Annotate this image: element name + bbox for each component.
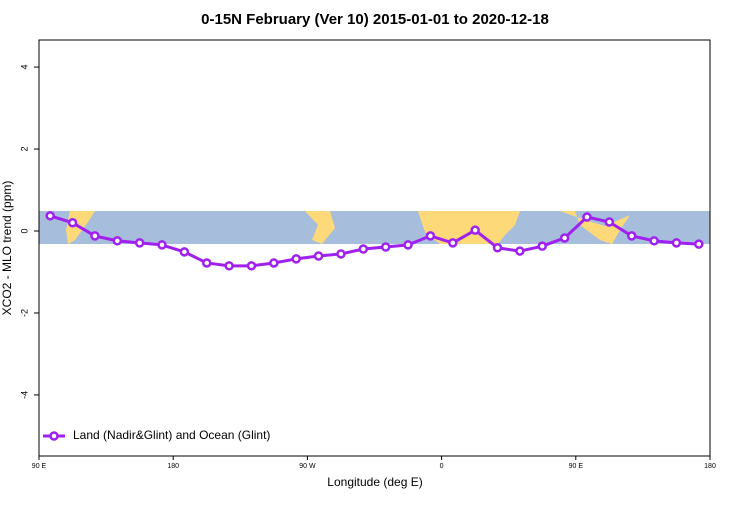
legend-label: Land (Nadir&Glint) and Ocean (Glint) [73,428,270,442]
map-band [39,211,710,244]
y-tick-label: 0 [19,228,29,233]
x-tick-label: 90 W [299,463,316,470]
point [537,241,547,251]
plot-frame [38,39,711,457]
point [269,258,279,268]
point [336,249,346,259]
point [671,238,682,248]
land [305,211,335,244]
point [403,240,413,250]
point [492,243,503,253]
point [67,218,78,228]
point [582,212,592,222]
point [157,240,167,250]
y-tick-label: 2 [19,147,29,152]
x-tick-label: 90 E [569,463,584,470]
point [112,236,123,246]
point [380,242,391,252]
chart-title: 0-15N February (Ver 10) 2015-01-01 to 20… [201,11,549,28]
point [626,231,637,241]
point [694,239,704,249]
y-tick-label: -4 [19,391,29,399]
point [425,231,436,241]
y-axis-label: XCO2 - MLO trend (ppm) [0,181,14,316]
point [246,261,257,271]
point [202,258,212,268]
point [224,261,234,271]
land [560,211,630,244]
y-tick-label: -2 [19,309,29,317]
point [448,238,458,248]
x-axis-label: Longitude (deg E) [327,475,422,489]
point [45,211,55,221]
point [515,246,525,256]
legend-marker [49,431,59,441]
point [604,217,615,227]
x-tick-label: 180 [167,463,179,470]
point [649,236,659,246]
point [90,231,100,241]
land [418,211,520,244]
point [559,233,570,243]
point [291,254,301,264]
x-tick-label: 0 [440,463,444,470]
point [134,238,145,248]
y-tick-label: 4 [19,65,29,70]
x-tick-label: 180 [704,463,716,470]
x-tick-label: 90 E [32,463,47,470]
point [179,247,190,257]
point [358,244,369,254]
point [313,251,324,261]
point [470,225,480,235]
